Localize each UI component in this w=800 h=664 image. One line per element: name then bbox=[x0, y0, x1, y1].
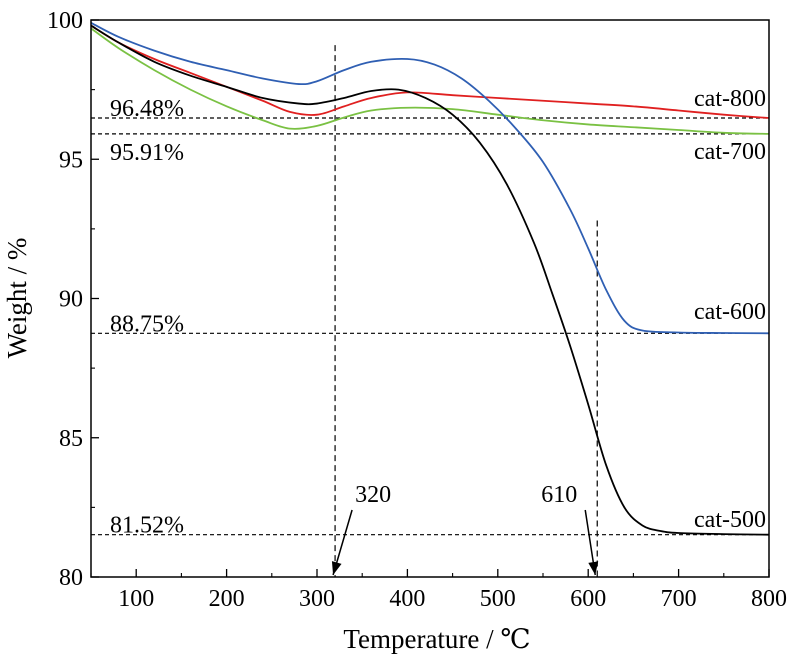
arrow-head bbox=[588, 561, 599, 575]
reference-vlines bbox=[334, 45, 598, 577]
series-labels: cat-800 cat-700 cat-600 cat-500 bbox=[694, 86, 766, 533]
series-label-cat-700: cat-700 bbox=[694, 139, 766, 165]
series-line-cat-600 bbox=[90, 21, 770, 335]
series-lines bbox=[90, 21, 770, 536]
y-tick-label: 90 bbox=[59, 287, 83, 313]
y-tick-label: 100 bbox=[47, 8, 83, 34]
x-tick-label: 100 bbox=[118, 586, 154, 612]
hline-label: 88.75% bbox=[110, 311, 184, 337]
annotation-arrows bbox=[331, 509, 599, 576]
x-tick-label: 200 bbox=[209, 586, 245, 612]
x-tick-label: 600 bbox=[570, 586, 606, 612]
x-tick-label: 800 bbox=[751, 586, 787, 612]
series-line-cat-700 bbox=[90, 27, 770, 135]
series-label-cat-800: cat-800 bbox=[694, 86, 766, 112]
plot-frame bbox=[90, 19, 770, 578]
series-line-cat-800 bbox=[90, 24, 770, 119]
annotation-labels: 96.48% 95.91% 88.75% 81.52% 320 610 bbox=[110, 96, 577, 539]
arrow-head bbox=[331, 561, 342, 575]
series-line-cat-500 bbox=[90, 24, 770, 536]
x-axis-ticks: 100 200 300 400 500 600 700 800 bbox=[90, 569, 787, 612]
y-axis-ticks: 80 85 90 95 100 bbox=[47, 8, 99, 591]
vline-label: 320 bbox=[355, 482, 391, 508]
y-axis-label: Weight / % bbox=[2, 238, 32, 359]
hline-label: 95.91% bbox=[110, 140, 184, 166]
reference-hlines bbox=[91, 117, 769, 536]
x-tick-label: 700 bbox=[661, 586, 697, 612]
y-tick-label: 85 bbox=[59, 426, 83, 452]
hline-label: 81.52% bbox=[110, 513, 184, 539]
series-label-cat-500: cat-500 bbox=[694, 507, 766, 533]
vline-label: 610 bbox=[541, 482, 577, 508]
series-label-cat-600: cat-600 bbox=[694, 299, 766, 325]
x-tick-label: 300 bbox=[299, 586, 335, 612]
x-tick-label: 400 bbox=[389, 586, 425, 612]
y-tick-label: 95 bbox=[59, 147, 83, 173]
hline-label: 96.48% bbox=[110, 96, 184, 122]
y-tick-label: 80 bbox=[59, 565, 83, 591]
x-axis-label: Temperature / ℃ bbox=[343, 624, 530, 654]
x-tick-label: 500 bbox=[480, 586, 516, 612]
